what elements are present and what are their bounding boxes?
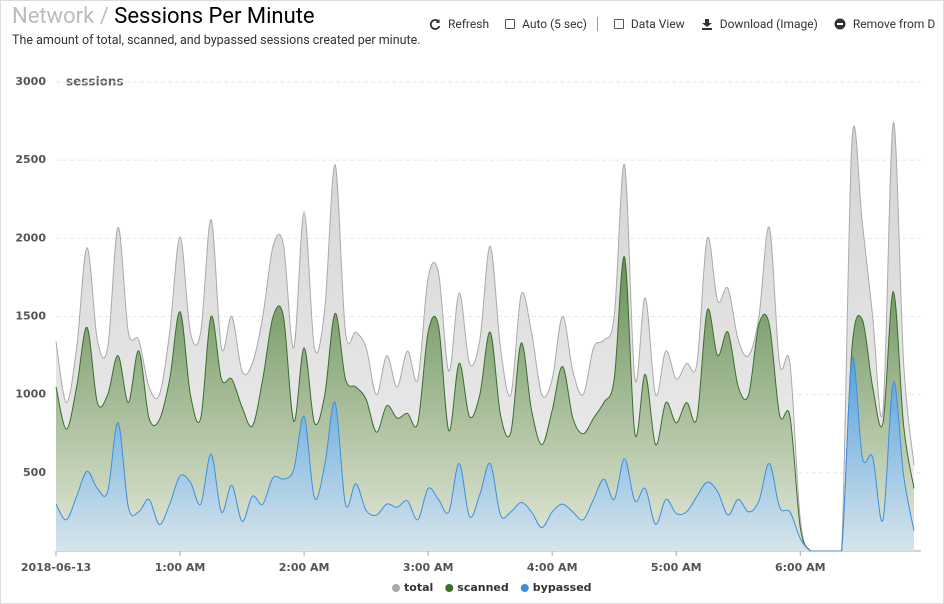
separator: / <box>99 4 109 29</box>
x-tick-label: 6:00 AM <box>775 561 826 574</box>
subtitle: The amount of total, scanned, and bypass… <box>12 33 421 48</box>
label: Download (Image) <box>719 17 818 31</box>
legend-marker <box>445 584 454 592</box>
checkbox <box>613 19 624 29</box>
checkbox <box>505 19 516 29</box>
line <box>55 122 915 552</box>
separator <box>596 17 598 31</box>
x-tick-label: 1:00 AM <box>155 561 206 574</box>
legend-label: scanned <box>457 581 509 594</box>
breadcrumb[interactable]: Network <box>12 4 95 29</box>
y-tick-label: 3000 <box>15 75 46 88</box>
refresh-button[interactable]: Refresh <box>429 17 489 31</box>
label: Data View <box>630 17 685 31</box>
remove-button[interactable]: Remove from D <box>834 17 935 31</box>
label: Refresh <box>448 17 490 31</box>
y-tick-label: 1000 <box>15 388 46 401</box>
legend-marker <box>520 584 529 592</box>
y-tick-label: 1500 <box>15 310 46 323</box>
legend-label: total <box>404 581 433 594</box>
x-tick-label: 2018-06-13 <box>21 561 91 574</box>
toolbar: Refresh Auto (5 sec) Data View Download … <box>429 17 943 31</box>
line <box>55 256 915 552</box>
download-button[interactable]: Download (Image) <box>701 17 818 31</box>
area <box>56 357 914 551</box>
x-tick-label: 2:00 AM <box>279 561 330 574</box>
remove-icon <box>834 18 846 30</box>
legend-marker <box>392 584 400 592</box>
label: Auto (5 sec) <box>522 17 587 31</box>
y-tick-label: 2000 <box>15 231 46 244</box>
download-icon <box>701 19 712 30</box>
x-tick-label: 5:00 AM <box>651 561 702 574</box>
x-tick-label: 4:00 AM <box>527 561 578 574</box>
header: Network / Sessions Per Minute <box>12 4 315 29</box>
line <box>55 356 915 552</box>
y-tick-label: 500 <box>23 466 46 479</box>
auto-checkbox[interactable]: Auto (5 sec) <box>505 17 587 31</box>
title: Sessions Per Minute <box>114 4 315 29</box>
x-tick-label: 3:00 AM <box>403 561 454 574</box>
label: Remove from D <box>852 17 936 31</box>
refresh-icon <box>429 19 441 30</box>
legend-label: bypassed <box>533 581 592 594</box>
data-view-checkbox[interactable]: Data View <box>613 17 685 31</box>
y-tick-label: 2500 <box>15 153 46 166</box>
